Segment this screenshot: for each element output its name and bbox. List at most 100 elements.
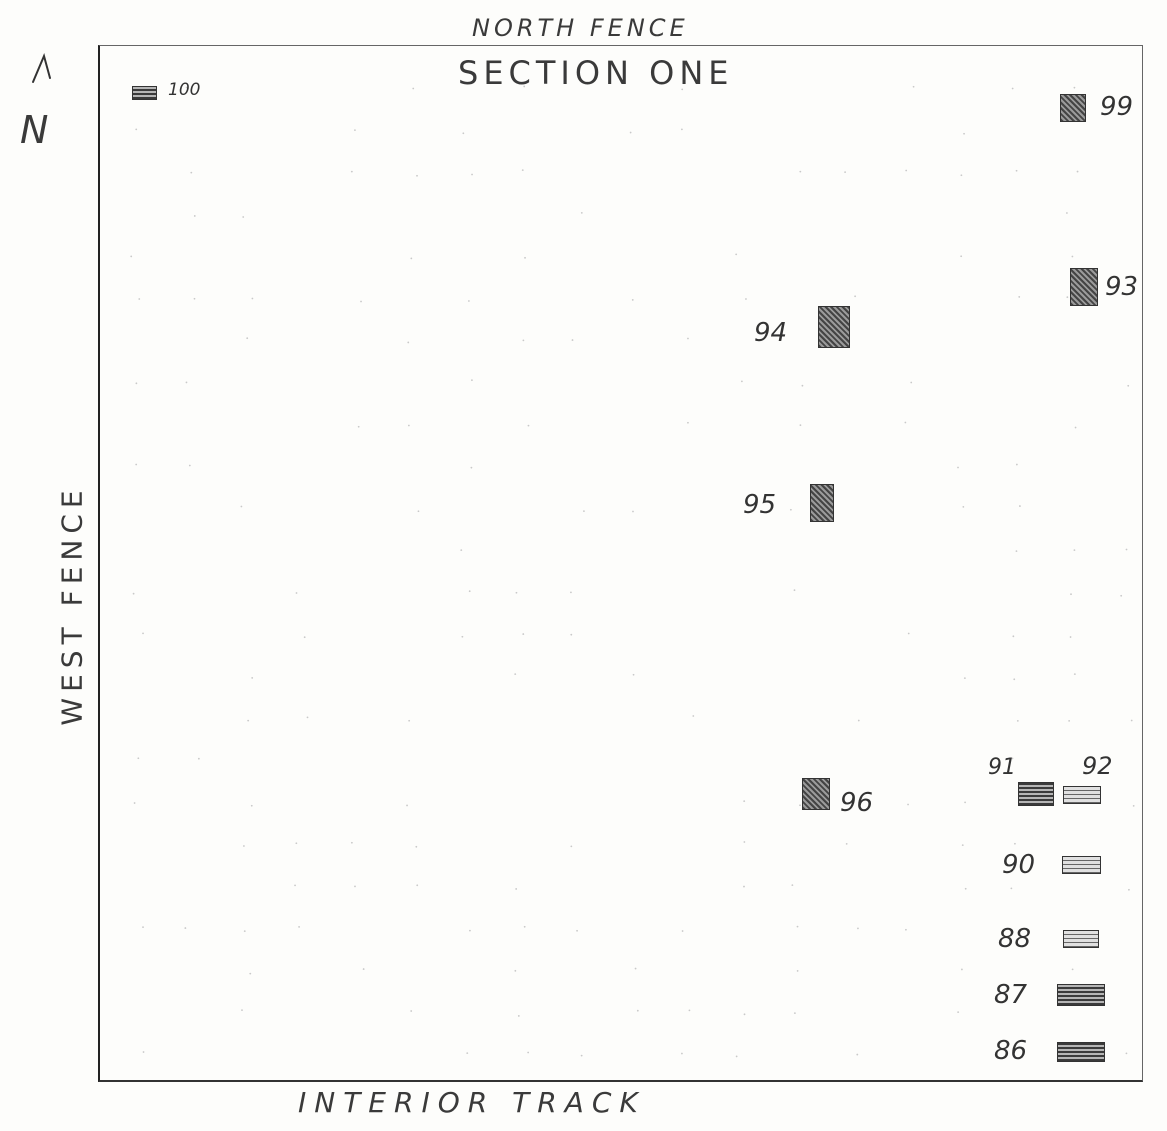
grid-dot [1014, 842, 1016, 845]
grid-dot [910, 381, 913, 384]
grid-dot [743, 800, 746, 803]
grid-dot [133, 802, 136, 804]
grid-dot [743, 885, 745, 888]
plot-100-marker[interactable] [132, 86, 157, 100]
grid-dot [193, 215, 196, 217]
grid-dot [184, 927, 187, 929]
plot-94-marker[interactable] [818, 306, 850, 348]
grid-dot [354, 885, 356, 888]
plot-86-label: 86 [994, 1036, 1028, 1066]
grid-dot [410, 257, 413, 260]
grid-dot [416, 174, 418, 177]
grid-dot [1130, 719, 1133, 722]
grid-dot [1011, 87, 1014, 90]
grid-dot [1068, 719, 1071, 722]
grid-dot [960, 174, 963, 177]
grid-dot [854, 295, 857, 298]
plot-88-marker[interactable] [1063, 930, 1099, 948]
plot-95-label: 95 [743, 490, 777, 520]
plot-87-marker[interactable] [1057, 984, 1105, 1006]
grid-dot [522, 633, 525, 635]
grid-dot [408, 719, 411, 722]
grid-dot [193, 297, 196, 300]
grid-dot [634, 967, 637, 970]
grid-dot [580, 211, 583, 214]
plot-96-marker[interactable] [802, 778, 830, 810]
grid-dot [743, 841, 746, 843]
grid-dot [963, 677, 966, 680]
plot-95-marker[interactable] [810, 484, 834, 522]
grid-dot [1015, 169, 1018, 172]
grid-dot [957, 466, 959, 469]
grid-dot [791, 884, 794, 887]
grid-dot [462, 132, 465, 135]
plot-99-marker[interactable] [1060, 94, 1086, 122]
grid-dot [631, 299, 634, 301]
grid-dot [242, 216, 245, 218]
grid-dot [799, 804, 801, 807]
grid-dot [1011, 757, 1014, 760]
grid-dot [470, 466, 473, 469]
grid-dot [1076, 170, 1079, 173]
grid-dot [793, 1012, 796, 1015]
grid-dot [1071, 255, 1074, 258]
plot-88-label: 88 [998, 924, 1032, 954]
plot-87-label: 87 [994, 980, 1028, 1010]
grid-dot [1010, 887, 1013, 890]
grid-dot [466, 1052, 469, 1055]
grid-dot [303, 636, 306, 639]
grid-dot [1013, 678, 1016, 681]
grid-dot [687, 421, 689, 424]
grid-dot [527, 1051, 530, 1054]
plot-91-marker[interactable] [1018, 782, 1054, 806]
grid-dot [523, 925, 526, 928]
grid-dot [907, 632, 910, 635]
grid-dot [735, 253, 738, 256]
plot-94-label: 94 [754, 318, 788, 348]
grid-dot [515, 888, 518, 890]
grid-dot [357, 425, 360, 428]
grid-dot [580, 1054, 583, 1057]
grid-dot [469, 929, 471, 932]
grid-dot [799, 424, 802, 427]
grid-dot [527, 424, 530, 427]
grid-dot [190, 171, 193, 174]
grid-dot [844, 171, 846, 174]
grid-dot [1073, 673, 1076, 675]
grid-dot [1070, 593, 1072, 596]
grid-dot [523, 85, 526, 88]
plot-86-marker[interactable] [1057, 1042, 1105, 1062]
plot-91-label: 91 [988, 755, 1016, 780]
grid-dot [912, 85, 915, 88]
plot-100-label: 100 [168, 80, 201, 100]
interior-track-label: INTERIOR TRACK [298, 1086, 646, 1119]
plot-90-marker[interactable] [1062, 856, 1101, 874]
grid-dot [251, 297, 254, 300]
grid-dot [629, 131, 632, 134]
grid-dot [471, 173, 473, 176]
grid-dot [1019, 505, 1021, 507]
north-arrow-icon [32, 52, 51, 83]
grid-dot [514, 969, 517, 972]
plot-93-marker[interactable] [1070, 268, 1098, 306]
plot-92-marker[interactable] [1063, 786, 1101, 804]
grid-dot [692, 715, 695, 717]
plot-90-label: 90 [1002, 850, 1036, 880]
grid-dot [460, 549, 463, 552]
grid-dot [743, 1013, 746, 1016]
grid-dot [251, 677, 254, 679]
grid-dot [1069, 636, 1072, 638]
grid-dot [570, 591, 572, 594]
grid-dot [354, 129, 356, 132]
grid-dot [1074, 426, 1077, 429]
grid-dot [247, 719, 250, 722]
grid-dot [681, 88, 684, 91]
grid-dot [412, 87, 415, 90]
grid-dot [514, 673, 517, 676]
grid-dot [240, 505, 243, 508]
grid-dot [1125, 1052, 1128, 1055]
grid-dot [1071, 968, 1074, 971]
grid-dot [576, 929, 578, 932]
grid-dot [360, 300, 362, 303]
grid-dot [745, 298, 747, 300]
